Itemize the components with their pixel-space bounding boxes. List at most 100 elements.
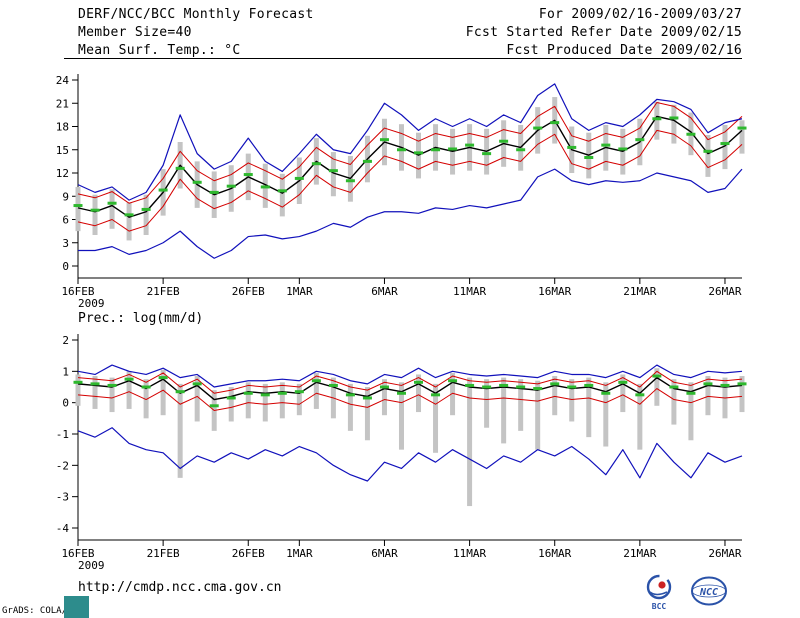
series-ensemble-spread bbox=[501, 377, 507, 444]
ncc-logo-latitude bbox=[691, 584, 727, 598]
series-ensemble-spread bbox=[109, 377, 115, 413]
bcc-logo-caption: BCC bbox=[652, 602, 667, 611]
series-ensemble-mean bbox=[77, 115, 743, 218]
series-ensemble-spread bbox=[296, 383, 302, 416]
x-tick-label: 21FEB bbox=[147, 547, 180, 560]
series-ensemble-spread bbox=[739, 376, 745, 413]
refer-date-label: Fcst Started Refer Date 2009/02/15 bbox=[465, 25, 742, 40]
ncc-logo: NCC bbox=[691, 576, 727, 606]
series-ensemble-spread bbox=[416, 374, 422, 413]
series-ensemble-mean bbox=[77, 376, 743, 401]
series-ensemble-spread bbox=[688, 382, 694, 441]
precip-chart-title: Prec.: log(mm/d) bbox=[78, 311, 204, 326]
series-ensemble-spread bbox=[92, 194, 98, 235]
x-tick-label: 1MAR bbox=[286, 547, 313, 560]
series-ensemble-spread bbox=[75, 374, 81, 406]
x-tick-label: 26MAR bbox=[708, 547, 741, 560]
x-tick-label: 11MAR bbox=[453, 547, 486, 560]
teal-box bbox=[64, 596, 89, 618]
bcc-logo-swoosh bbox=[649, 591, 668, 596]
y-tick-label: 0 bbox=[62, 397, 69, 410]
series-ensemble-spread bbox=[552, 376, 558, 416]
series-ensemble-max bbox=[77, 83, 743, 201]
bcc-logo-dot bbox=[658, 581, 666, 589]
header-divider bbox=[64, 58, 742, 59]
series-ensemble-spread bbox=[620, 374, 626, 413]
x-tick-label: 6MAR bbox=[371, 285, 398, 298]
y-tick-label: 9 bbox=[62, 190, 69, 203]
series-ensemble-spread bbox=[654, 101, 660, 140]
series-ensemble-spread bbox=[739, 120, 745, 154]
series-ensemble-spread bbox=[654, 368, 660, 406]
series-ensemble-spread bbox=[194, 376, 200, 422]
series-ensemble-spread bbox=[484, 379, 490, 428]
y-tick-label: -2 bbox=[56, 459, 69, 472]
series-ensemble-spread bbox=[279, 382, 285, 419]
produced-date-label: Fcst Produced Date 2009/02/16 bbox=[506, 43, 742, 58]
series-ensemble-spread bbox=[569, 379, 575, 422]
bcc-logo-ring bbox=[646, 574, 672, 600]
y-tick-label: 0 bbox=[62, 260, 69, 273]
series-ensemble-spread bbox=[518, 379, 524, 431]
series-ensemble-spread bbox=[279, 173, 285, 217]
y-tick-label: 21 bbox=[56, 97, 69, 110]
series-ensemble-spread bbox=[433, 383, 439, 453]
y-tick-label: 15 bbox=[56, 144, 69, 157]
series-ensemble-spread bbox=[347, 383, 353, 431]
series-ensemble-max bbox=[77, 364, 743, 388]
series-upper-bound bbox=[77, 101, 743, 204]
series-lower-bound bbox=[77, 129, 743, 232]
series-ensemble-spread bbox=[143, 379, 149, 419]
series-ensemble-spread bbox=[381, 379, 387, 416]
series-ensemble-spread bbox=[722, 124, 728, 170]
series-ensemble-spread bbox=[262, 383, 268, 422]
y-tick-label: 24 bbox=[56, 74, 70, 87]
forecast-range-label: For 2009/02/16-2009/03/27 bbox=[538, 7, 742, 22]
series-ensemble-spread bbox=[177, 383, 183, 478]
series-ensemble-spread bbox=[603, 382, 609, 447]
series-lower-bound bbox=[77, 388, 743, 411]
y-tick-label: 2 bbox=[62, 334, 69, 347]
series-ensemble-spread bbox=[75, 186, 81, 232]
x-tick-label: 21MAR bbox=[623, 547, 656, 560]
series-ensemble-min bbox=[77, 427, 743, 482]
x-tick-label: 16FEB bbox=[61, 547, 94, 560]
series-ensemble-spread bbox=[705, 135, 711, 177]
series-ensemble-spread bbox=[535, 380, 541, 450]
y-tick-label: 6 bbox=[62, 214, 69, 227]
y-tick-label: 12 bbox=[56, 167, 69, 180]
x-tick-label: 16MAR bbox=[538, 285, 571, 298]
y-tick-label: 3 bbox=[62, 237, 69, 250]
x-tick-label: 16FEB bbox=[61, 285, 94, 298]
series-ensemble-spread bbox=[705, 376, 711, 416]
x-tick-label: 26FEB bbox=[232, 547, 265, 560]
grads-credit: GrADS: COLA/IGES bbox=[2, 606, 89, 616]
y-tick-label: -1 bbox=[56, 428, 69, 441]
series-ensemble-spread bbox=[143, 194, 149, 235]
website-url: http://cmdp.ncc.cma.gov.cn bbox=[78, 580, 282, 595]
series-ensemble-spread bbox=[126, 202, 132, 241]
x-tick-label: 16MAR bbox=[538, 547, 571, 560]
series-ensemble-spread bbox=[109, 189, 115, 229]
y-tick-label: -4 bbox=[56, 522, 70, 535]
series-ensemble-spread bbox=[126, 371, 132, 409]
series-ensemble-spread bbox=[467, 377, 473, 507]
series-ensemble-spread bbox=[313, 372, 319, 409]
ncc-logo-caption: NCC bbox=[699, 587, 718, 598]
x-tick-label: 21MAR bbox=[623, 285, 656, 298]
bcc-logo: BCC bbox=[646, 574, 672, 611]
x-year-label: 2009 bbox=[78, 559, 105, 572]
series-upper-bound bbox=[77, 370, 743, 394]
series-ensemble-spread bbox=[586, 377, 592, 438]
member-size-label: Member Size=40 bbox=[78, 25, 192, 40]
x-tick-label: 21FEB bbox=[147, 285, 180, 298]
x-tick-label: 11MAR bbox=[453, 285, 486, 298]
x-tick-label: 1MAR bbox=[286, 285, 313, 298]
series-ensemble-spread bbox=[228, 387, 234, 422]
y-tick-label: 18 bbox=[56, 121, 69, 134]
series-ensemble-spread bbox=[160, 369, 166, 416]
x-tick-label: 26FEB bbox=[232, 285, 265, 298]
series-ensemble-spread bbox=[637, 383, 643, 450]
